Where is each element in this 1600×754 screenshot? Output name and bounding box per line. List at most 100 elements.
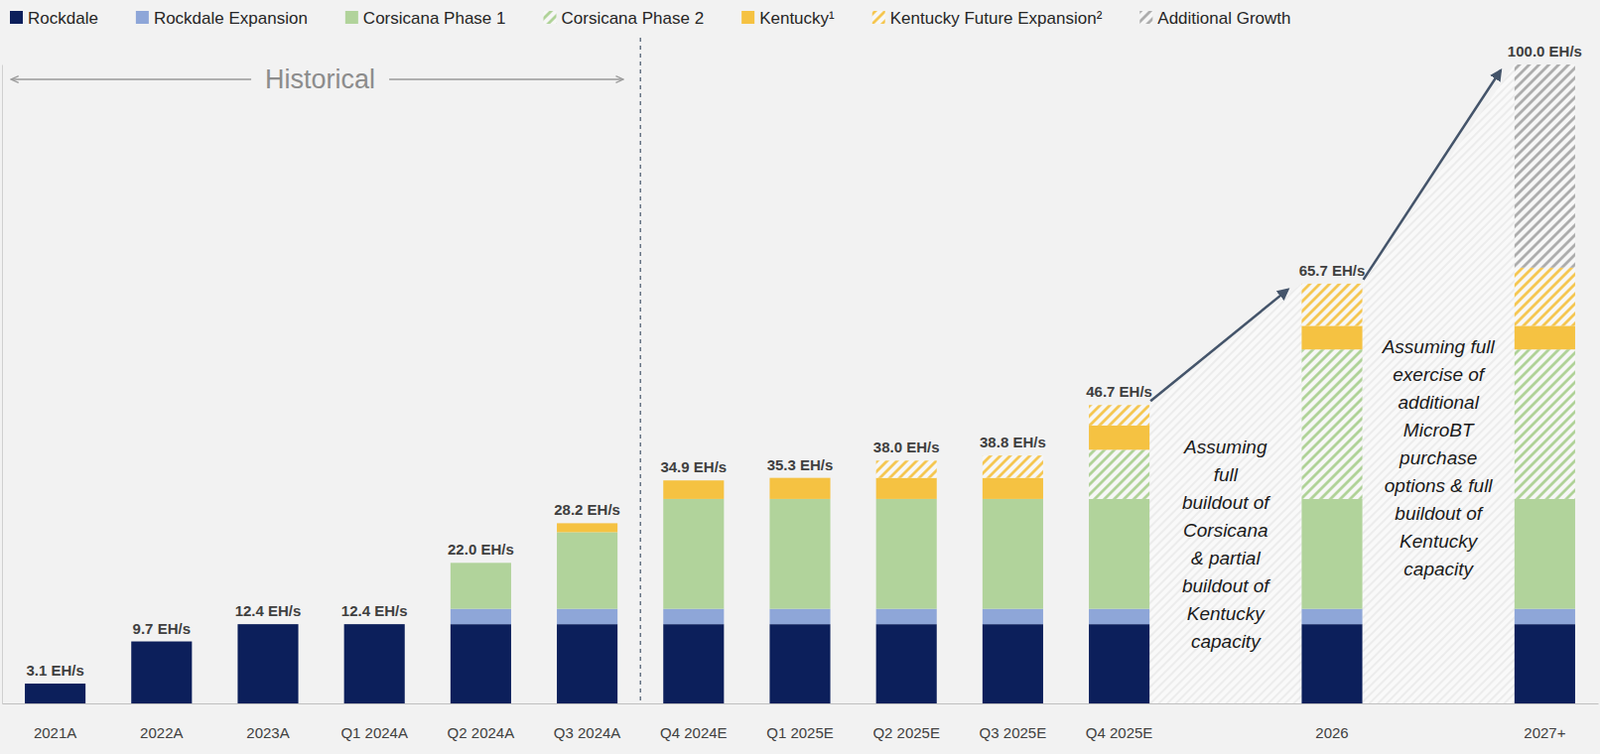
legend: Rockdale Rockdale Expansion Corsicana Phas… — [9, 8, 1291, 28]
total-label: 3.1 EH/s — [25, 662, 84, 679]
x-tick: 2021A — [33, 724, 77, 742]
bar-segment — [876, 609, 937, 625]
x-tick-label: 2021A — [33, 724, 77, 742]
total-label: 46.7 EH/s — [1085, 383, 1153, 400]
bar-segment — [24, 683, 86, 704]
y-axis-line — [1, 65, 3, 705]
bar-segment — [663, 480, 724, 500]
x-tick-label: Q3 2024A — [553, 724, 622, 742]
scenario-note-line: Assuming full — [1381, 336, 1496, 358]
series-bars — [24, 624, 1576, 704]
x-tick-label: 2023A — [246, 724, 289, 742]
annotations: HistoricalAssumingfullbuildout ofCorsica… — [11, 64, 1495, 653]
total-label: 12.4 EH/s — [341, 602, 408, 620]
scenario-note-line: purchase — [1398, 447, 1477, 469]
bar-segment — [556, 609, 618, 625]
legend-label: Kentucky Future Expansion² — [890, 8, 1103, 28]
scenario-note-line: capacity — [1191, 631, 1262, 653]
scenario-note-line: exercise of — [1392, 364, 1486, 386]
x-tick: Q3 2025E — [979, 724, 1048, 742]
x-tick: 2023A — [246, 724, 289, 742]
legend-label: Kentucky¹ — [759, 8, 835, 28]
x-tick: Q4 2025E — [1085, 724, 1154, 742]
bar-segment — [769, 478, 830, 500]
series-bars — [876, 267, 1576, 479]
bar-segment — [344, 624, 405, 704]
bar-segment — [1088, 624, 1150, 704]
x-tick-label: Q3 2025E — [979, 724, 1048, 742]
legend-swatch — [1139, 10, 1153, 24]
bar-segment — [450, 609, 512, 625]
scenario-note: Assuming fullexercise ofadditionalMicroB… — [1381, 336, 1496, 580]
bar-segment — [1301, 349, 1362, 500]
bar-segment — [1088, 609, 1150, 625]
bar-segment — [876, 478, 937, 500]
historical-arrow — [389, 78, 623, 80]
bar-segment — [663, 499, 724, 610]
chart-svg: 2021A 2022A 2023A Q1 2024A Q2 2024A Q3 2024A Q… — [0, 0, 1600, 754]
projection-panel — [1149, 283, 1302, 704]
bar-segment — [1301, 283, 1362, 327]
scenario-note-line: Assuming — [1183, 436, 1268, 458]
x-tick: Q4 2024E — [660, 724, 728, 742]
x-tick: Q1 2024A — [340, 724, 408, 742]
background — [0, 0, 1600, 754]
scenario-note-line: Kentucky — [1399, 531, 1479, 552]
legend-label: Corsicana Phase 1 — [363, 8, 507, 28]
bar-segment — [1514, 64, 1576, 268]
bar-segment — [1301, 624, 1362, 704]
total-label: 38.0 EH/s — [873, 438, 940, 456]
scenario-note-line: additional — [1398, 392, 1480, 413]
annotation-layer — [640, 37, 1515, 704]
x-tick-label: Q1 2025E — [766, 724, 834, 742]
scenario-note-line: & partial — [1191, 547, 1261, 569]
bar-segment — [769, 499, 830, 610]
x-tick: 2022A — [139, 724, 183, 742]
bar-segment — [1088, 404, 1150, 426]
growth-arrow — [1150, 289, 1288, 401]
x-axis: 2021A 2022A 2023A Q1 2024A Q2 2024A Q3 2024A Q… — [2, 704, 1600, 742]
x-tick: Q2 2024A — [447, 724, 516, 742]
scenario-note: Assuming full buildout of Corsicana & partia… — [1182, 436, 1271, 653]
scenario-note-line: Corsicana — [1183, 520, 1269, 541]
total-label: 22.0 EH/s — [447, 540, 515, 558]
legend-label: Rockdale Expansion — [153, 8, 308, 28]
scenario-note-line: options & full — [1384, 475, 1494, 497]
legend-label: Rockdale — [27, 8, 99, 28]
bar-segment — [556, 532, 618, 609]
x-tick-label: Q2 2024A — [447, 724, 516, 742]
scenario-note-line: full — [1213, 464, 1239, 486]
bar-segment — [982, 609, 1044, 625]
projection-panel — [1362, 64, 1515, 704]
series-bars — [1088, 349, 1576, 500]
bar-segment — [1088, 499, 1150, 610]
bar-segment — [876, 624, 937, 704]
bars — [24, 64, 1576, 704]
legend-swatch — [872, 10, 886, 24]
bar-segment — [876, 499, 937, 610]
x-tick: Q3 2024A — [553, 724, 622, 742]
bar-segment — [1301, 609, 1362, 625]
bar-segment — [1514, 349, 1576, 500]
scenario-note-line: buildout of — [1182, 492, 1271, 514]
scenario-note-line: Kentucky — [1187, 603, 1267, 625]
scenario-note-line: buildout of — [1394, 503, 1483, 525]
x-tick-label: Q4 2025E — [1085, 724, 1154, 742]
bar-segment — [1088, 425, 1150, 450]
growth-arrow — [1363, 70, 1501, 280]
x-tick: 2027+ — [1523, 724, 1566, 742]
legend-item: Kentucky Future Expansion² — [872, 8, 1103, 28]
legend-swatch — [741, 10, 755, 24]
total-label: 28.2 EH/s — [553, 501, 621, 519]
x-tick: Q2 2025E — [872, 724, 940, 742]
x-axis-line — [2, 703, 1600, 705]
total-label: 100.0 EH/s — [1507, 42, 1583, 60]
bar-segment — [982, 455, 1044, 479]
legend-item: Rockdale Expansion — [135, 8, 308, 28]
bar-segment — [556, 624, 618, 704]
total-label: 65.7 EH/s — [1299, 262, 1366, 279]
y-axis — [1, 65, 3, 705]
x-tick: 2026 — [1315, 724, 1348, 742]
legend-swatch — [345, 10, 359, 24]
bar-segment — [982, 499, 1044, 610]
